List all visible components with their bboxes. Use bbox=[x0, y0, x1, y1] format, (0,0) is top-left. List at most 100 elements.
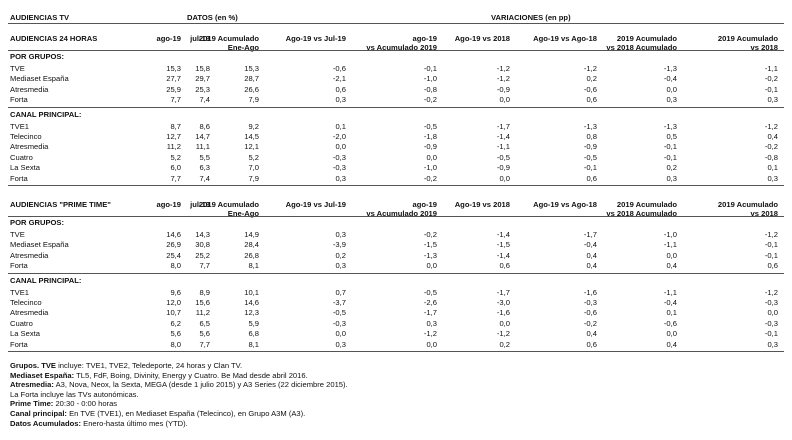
row-label: La Sexta bbox=[10, 329, 40, 339]
value-cell: 0,0 bbox=[499, 318, 510, 328]
value-cell: 8,0 bbox=[170, 339, 181, 349]
value-cell: 0,4 bbox=[666, 261, 677, 271]
value-cell: -0,4 bbox=[663, 298, 677, 307]
value-cell: -3,9 bbox=[332, 240, 346, 250]
footnote-text: La Forta incluye las TVs autonómicas. bbox=[10, 389, 139, 399]
value-cell: 0,4 bbox=[767, 132, 778, 141]
value-cell: 7,4 bbox=[199, 173, 210, 183]
column-header: ago-19 bbox=[156, 34, 181, 43]
value-cell: 7,4 bbox=[199, 95, 210, 105]
value-cell: 0,0 bbox=[335, 142, 346, 152]
footnote-text: 20:30 - 0:00 horas bbox=[53, 399, 118, 409]
table-row: Atresmedia 10,7 11,2 12,3 -0,5 -1,7 -1,6 -0,6 0,… bbox=[0, 308, 792, 318]
footnote-line: Mediaset España: TL5, FdF, Boing, Divini… bbox=[10, 371, 348, 381]
table-row: Mediaset España 26,9 30,8 28,4 -3,9 -1,5 -1,5 -… bbox=[0, 240, 792, 250]
value-cell: 14,7 bbox=[195, 132, 210, 141]
value-cell: -1,1 bbox=[663, 287, 677, 297]
value-cell: 7,7 bbox=[170, 95, 181, 105]
value-cell: -1,0 bbox=[663, 230, 677, 239]
value-cell: -3,7 bbox=[332, 298, 346, 307]
value-cell: -3,0 bbox=[496, 298, 510, 307]
row-label: La Sexta bbox=[10, 163, 40, 173]
value-cell: 0,3 bbox=[767, 173, 778, 183]
section-title: AUDIENCIAS 24 HORAS bbox=[10, 34, 98, 43]
value-cell: -0,1 bbox=[583, 163, 597, 173]
value-cell: 9,6 bbox=[170, 287, 181, 297]
value-cell: 6,8 bbox=[248, 329, 259, 339]
value-cell: 8,6 bbox=[199, 121, 210, 131]
value-cell: 0,0 bbox=[499, 173, 510, 183]
value-cell: 5,5 bbox=[199, 152, 210, 162]
table-row: Mediaset España 27,7 29,7 28,7 -2,1 -1,0 -1,2 0… bbox=[0, 74, 792, 84]
value-cell: -0,3 bbox=[764, 298, 778, 307]
value-cell: 0,2 bbox=[335, 250, 346, 260]
row-label: Cuatro bbox=[10, 318, 33, 328]
value-cell: 5,6 bbox=[199, 329, 210, 339]
column-header: 2019 Acumulado bbox=[198, 200, 259, 209]
value-cell: -1,2 bbox=[496, 329, 510, 339]
value-cell: 0,0 bbox=[426, 261, 437, 271]
value-cell: 6,5 bbox=[199, 318, 210, 328]
value-cell: 0,2 bbox=[666, 163, 677, 173]
value-cell: -0,1 bbox=[764, 250, 778, 260]
value-cell: 14,6 bbox=[166, 230, 181, 239]
value-cell: -1,5 bbox=[423, 240, 437, 250]
table-row: Forta 7,7 7,4 7,9 0,3 -0,2 0,0 0,6 0,3 0,3 bbox=[0, 95, 792, 105]
value-cell: 15,3 bbox=[166, 64, 181, 73]
value-cell: 15,6 bbox=[195, 298, 210, 307]
value-cell: 0,0 bbox=[426, 339, 437, 349]
value-cell: 0,1 bbox=[666, 308, 677, 318]
table-row: TVE1 8,7 8,6 9,2 0,1 -0,5 -1,7 -1,3 -1,3 -1,2 bbox=[0, 122, 792, 132]
value-cell: 7,9 bbox=[248, 173, 259, 183]
row-label: Forta bbox=[10, 339, 28, 349]
footnote-line: Datos Acumulados: Enero-hasta último mes… bbox=[10, 419, 348, 429]
value-cell: -0,2 bbox=[764, 142, 778, 152]
value-cell: 8,1 bbox=[248, 339, 259, 349]
value-cell: 7,7 bbox=[199, 261, 210, 271]
value-cell: 14,5 bbox=[244, 132, 259, 141]
row-label: Telecinco bbox=[10, 298, 42, 307]
value-cell: 10,1 bbox=[244, 287, 259, 297]
footnote-text: TL5, FdF, Boing, Divinity, Energy y Cuat… bbox=[74, 370, 308, 380]
value-cell: -1,0 bbox=[423, 163, 437, 173]
column-header: vs Acumulado 2019 bbox=[366, 209, 437, 218]
value-cell: -1,5 bbox=[496, 240, 510, 250]
table-row: Atresmedia 11,2 11,1 12,1 0,0 -0,9 -1,1 -0,9 -0,… bbox=[0, 142, 792, 152]
value-cell: -0,9 bbox=[583, 142, 597, 152]
value-cell: -0,5 bbox=[423, 121, 437, 131]
value-cell: 11,2 bbox=[195, 308, 210, 318]
value-cell: 0,0 bbox=[335, 329, 346, 339]
column-header: Ago-19 vs Jul-19 bbox=[285, 200, 346, 209]
column-header: ago-19 bbox=[412, 34, 437, 43]
value-cell: -1,7 bbox=[583, 230, 597, 239]
value-cell: 0,0 bbox=[666, 329, 677, 339]
value-cell: 14,9 bbox=[244, 230, 259, 239]
value-cell: 0,4 bbox=[586, 261, 597, 271]
value-cell: -1,6 bbox=[583, 287, 597, 297]
value-cell: 0,1 bbox=[335, 121, 346, 131]
value-cell: -1,3 bbox=[583, 121, 597, 131]
value-cell: -1,1 bbox=[496, 142, 510, 152]
value-cell: 0,3 bbox=[767, 339, 778, 349]
value-cell: -0,1 bbox=[663, 152, 677, 162]
value-cell: 26,8 bbox=[244, 250, 259, 260]
header-divider bbox=[8, 23, 784, 24]
value-cell: -1,8 bbox=[423, 132, 437, 141]
value-cell: -1,4 bbox=[496, 230, 510, 239]
column-header: vs 2018 bbox=[750, 209, 778, 218]
column-header: Ene-Ago bbox=[227, 209, 259, 218]
value-cell: -0,4 bbox=[583, 240, 597, 250]
row-label: Atresmedia bbox=[10, 142, 49, 152]
value-cell: 0,6 bbox=[586, 95, 597, 105]
value-cell: -0,2 bbox=[764, 74, 778, 84]
value-cell: 5,2 bbox=[248, 152, 259, 162]
value-cell: 10,7 bbox=[166, 308, 181, 318]
value-cell: 6,3 bbox=[199, 163, 210, 173]
column-header: vs 2018 bbox=[750, 43, 778, 52]
value-cell: -1,2 bbox=[764, 287, 778, 297]
value-cell: 8,7 bbox=[170, 121, 181, 131]
value-cell: 0,0 bbox=[666, 250, 677, 260]
value-cell: -0,6 bbox=[332, 64, 346, 73]
value-cell: -0,6 bbox=[663, 318, 677, 328]
